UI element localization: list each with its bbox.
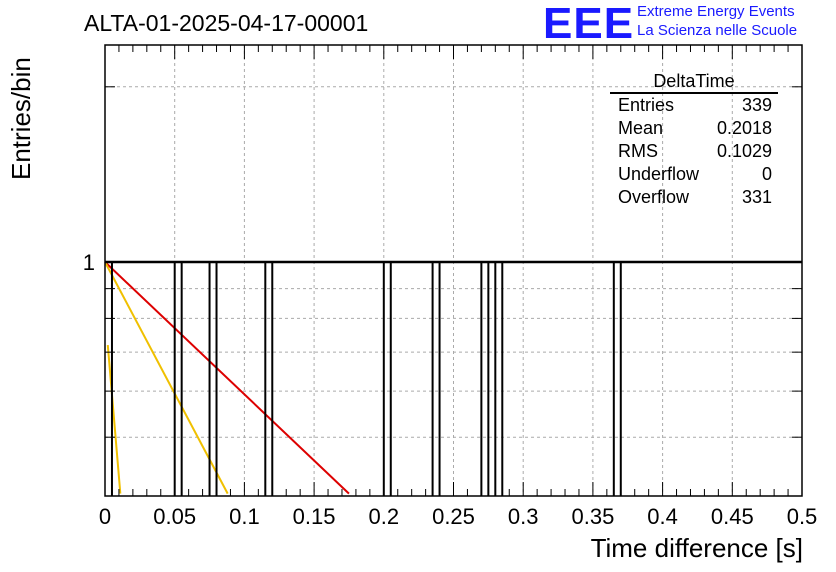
fit-line: [106, 344, 122, 494]
stats-label: RMS: [618, 141, 658, 161]
chart-title: ALTA-01-2025-04-17-00001: [84, 10, 369, 36]
x-tick-labels: 0 0.05 0.1 0.15 0.2 0.25 0.3 0.35 0.4 0.45 0.5: [99, 504, 817, 529]
logo-line-2: La Scienza nelle Scuole: [637, 22, 798, 39]
fit-line: [104, 261, 229, 495]
stats-label: Underflow: [618, 164, 700, 184]
fit-line: [104, 261, 350, 495]
x-tick-label: 0.05: [153, 504, 196, 529]
x-tick-label: 0.45: [711, 504, 754, 529]
x-tick-label: 0.25: [432, 504, 475, 529]
stats-row-rms: RMS 0.1029: [610, 140, 778, 163]
eee-logo: EEE: [543, 0, 635, 48]
x-axis-label: Time difference [s]: [590, 533, 803, 563]
y-tick-labels: 1: [83, 250, 95, 275]
x-tick-label: 0.5: [787, 504, 818, 529]
x-tick-label: 0.3: [508, 504, 539, 529]
stats-row-entries: Entries 339: [610, 94, 778, 117]
stats-title: DeltaTime: [610, 70, 778, 94]
stats-box: DeltaTime Entries 339 Mean 0.2018 RMS 0.102…: [610, 70, 778, 209]
logo-line-1: Extreme Energy Events: [637, 3, 795, 20]
y-axis-label: Entries/bin: [6, 57, 36, 180]
stats-row-overflow: Overflow 331: [610, 186, 778, 209]
histogram-bars: [105, 260, 802, 496]
x-tick-label: 0.2: [369, 504, 400, 529]
x-tick-label: 0.4: [647, 504, 678, 529]
x-tick-label: 0.35: [571, 504, 614, 529]
axis-ticks: [104, 45, 803, 496]
logo-subtitle: Extreme Energy Events La Scienza nelle S…: [637, 2, 797, 40]
stats-label: Entries: [618, 95, 675, 115]
stats-value: 331: [741, 187, 772, 207]
grid-lines: [105, 45, 802, 496]
stats-value: 339: [741, 95, 772, 115]
stats-label: Overflow: [618, 187, 690, 207]
x-tick-label: 0: [99, 504, 111, 529]
stats-value: 0: [761, 164, 772, 184]
y-tick-label: 1: [83, 250, 95, 275]
x-tick-label: 0.15: [293, 504, 336, 529]
stats-label: Mean: [618, 118, 664, 138]
stats-value: 0.1029: [716, 141, 772, 161]
stats-row-mean: Mean 0.2018: [610, 117, 778, 140]
stats-row-underflow: Underflow 0: [610, 163, 778, 186]
fit-curves: [104, 261, 350, 495]
x-tick-label: 0.1: [229, 504, 260, 529]
stats-value: 0.2018: [716, 118, 772, 138]
